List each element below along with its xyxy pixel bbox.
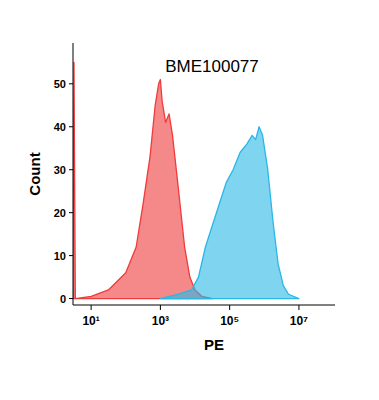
y-tick bbox=[69, 83, 73, 84]
x-axis-label: PE bbox=[204, 336, 224, 353]
y-tick bbox=[69, 255, 73, 256]
y-tick-label: 30 bbox=[54, 164, 66, 176]
x-tick-label: 10³ bbox=[152, 314, 169, 328]
y-tick bbox=[69, 126, 73, 127]
y-tick-label: 40 bbox=[54, 121, 66, 133]
x-tick bbox=[229, 305, 230, 310]
x-tick bbox=[298, 305, 299, 310]
chart: 0 10 20 30 40 50 10¹ 10³ 10⁵ 10⁷ BME100077 PE Count bbox=[0, 0, 379, 400]
y-axis bbox=[73, 43, 74, 305]
x-tick-label: 10⁷ bbox=[290, 314, 308, 328]
x-tick-label: 10⁵ bbox=[220, 314, 239, 328]
x-tick bbox=[160, 305, 161, 310]
plot-area bbox=[73, 62, 299, 298]
y-tick-label: 50 bbox=[54, 78, 66, 90]
y-tick-label: 10 bbox=[54, 250, 66, 262]
y-tick bbox=[69, 298, 73, 299]
y-tick bbox=[69, 212, 73, 213]
y-tick bbox=[69, 169, 73, 170]
x-tick bbox=[91, 305, 92, 310]
area-series bbox=[160, 127, 299, 299]
area-series bbox=[73, 62, 212, 298]
x-axis bbox=[73, 305, 335, 306]
y-tick-label: 20 bbox=[54, 207, 66, 219]
y-tick-label: 0 bbox=[60, 293, 66, 305]
title: BME100077 bbox=[165, 57, 259, 76]
y-axis-label: Count bbox=[26, 152, 43, 195]
x-tick-label: 10¹ bbox=[82, 314, 99, 328]
